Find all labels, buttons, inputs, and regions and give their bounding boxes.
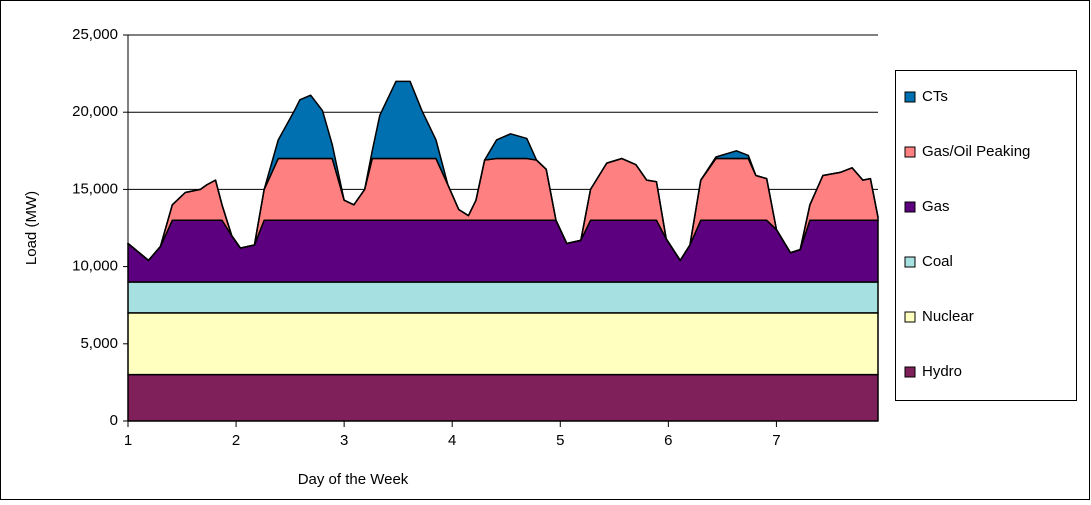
legend-label: Nuclear [922,308,974,325]
area [127,312,879,376]
area [127,80,879,262]
y-axis-label: Load (MW) [23,191,40,265]
x-tick-label: 7 [772,432,780,449]
y-tick-label: 20,000 [72,103,118,120]
x-axis-label: Day of the Week [298,471,409,488]
y-tick-label: 25,000 [72,26,118,43]
x-tick-label: 5 [556,432,564,449]
legend-swatch [904,256,916,268]
legend-swatch [904,311,916,323]
area [127,373,879,422]
y-tick-label: 10,000 [72,258,118,275]
legend-swatch [904,146,916,158]
legend-swatch [904,201,916,213]
y-tick-label: 15,000 [72,180,118,197]
y-tick-label: 0 [110,412,118,429]
x-tick-label: 4 [448,432,456,449]
legend-swatch [904,366,916,378]
legend-label: Coal [922,253,953,270]
x-tick-label: 6 [664,432,672,449]
legend-box [895,70,1077,401]
legend-swatch [904,91,916,103]
x-tick-label: 3 [340,432,348,449]
area [127,281,879,314]
legend-label: Hydro [922,363,962,380]
legend-label: Gas [922,198,950,215]
legend-label: CTs [922,88,948,105]
legend-label: Gas/Oil Peaking [922,143,1030,160]
x-tick-label: 1 [124,432,132,449]
y-tick-label: 5,000 [80,335,118,352]
x-tick-label: 2 [232,432,240,449]
